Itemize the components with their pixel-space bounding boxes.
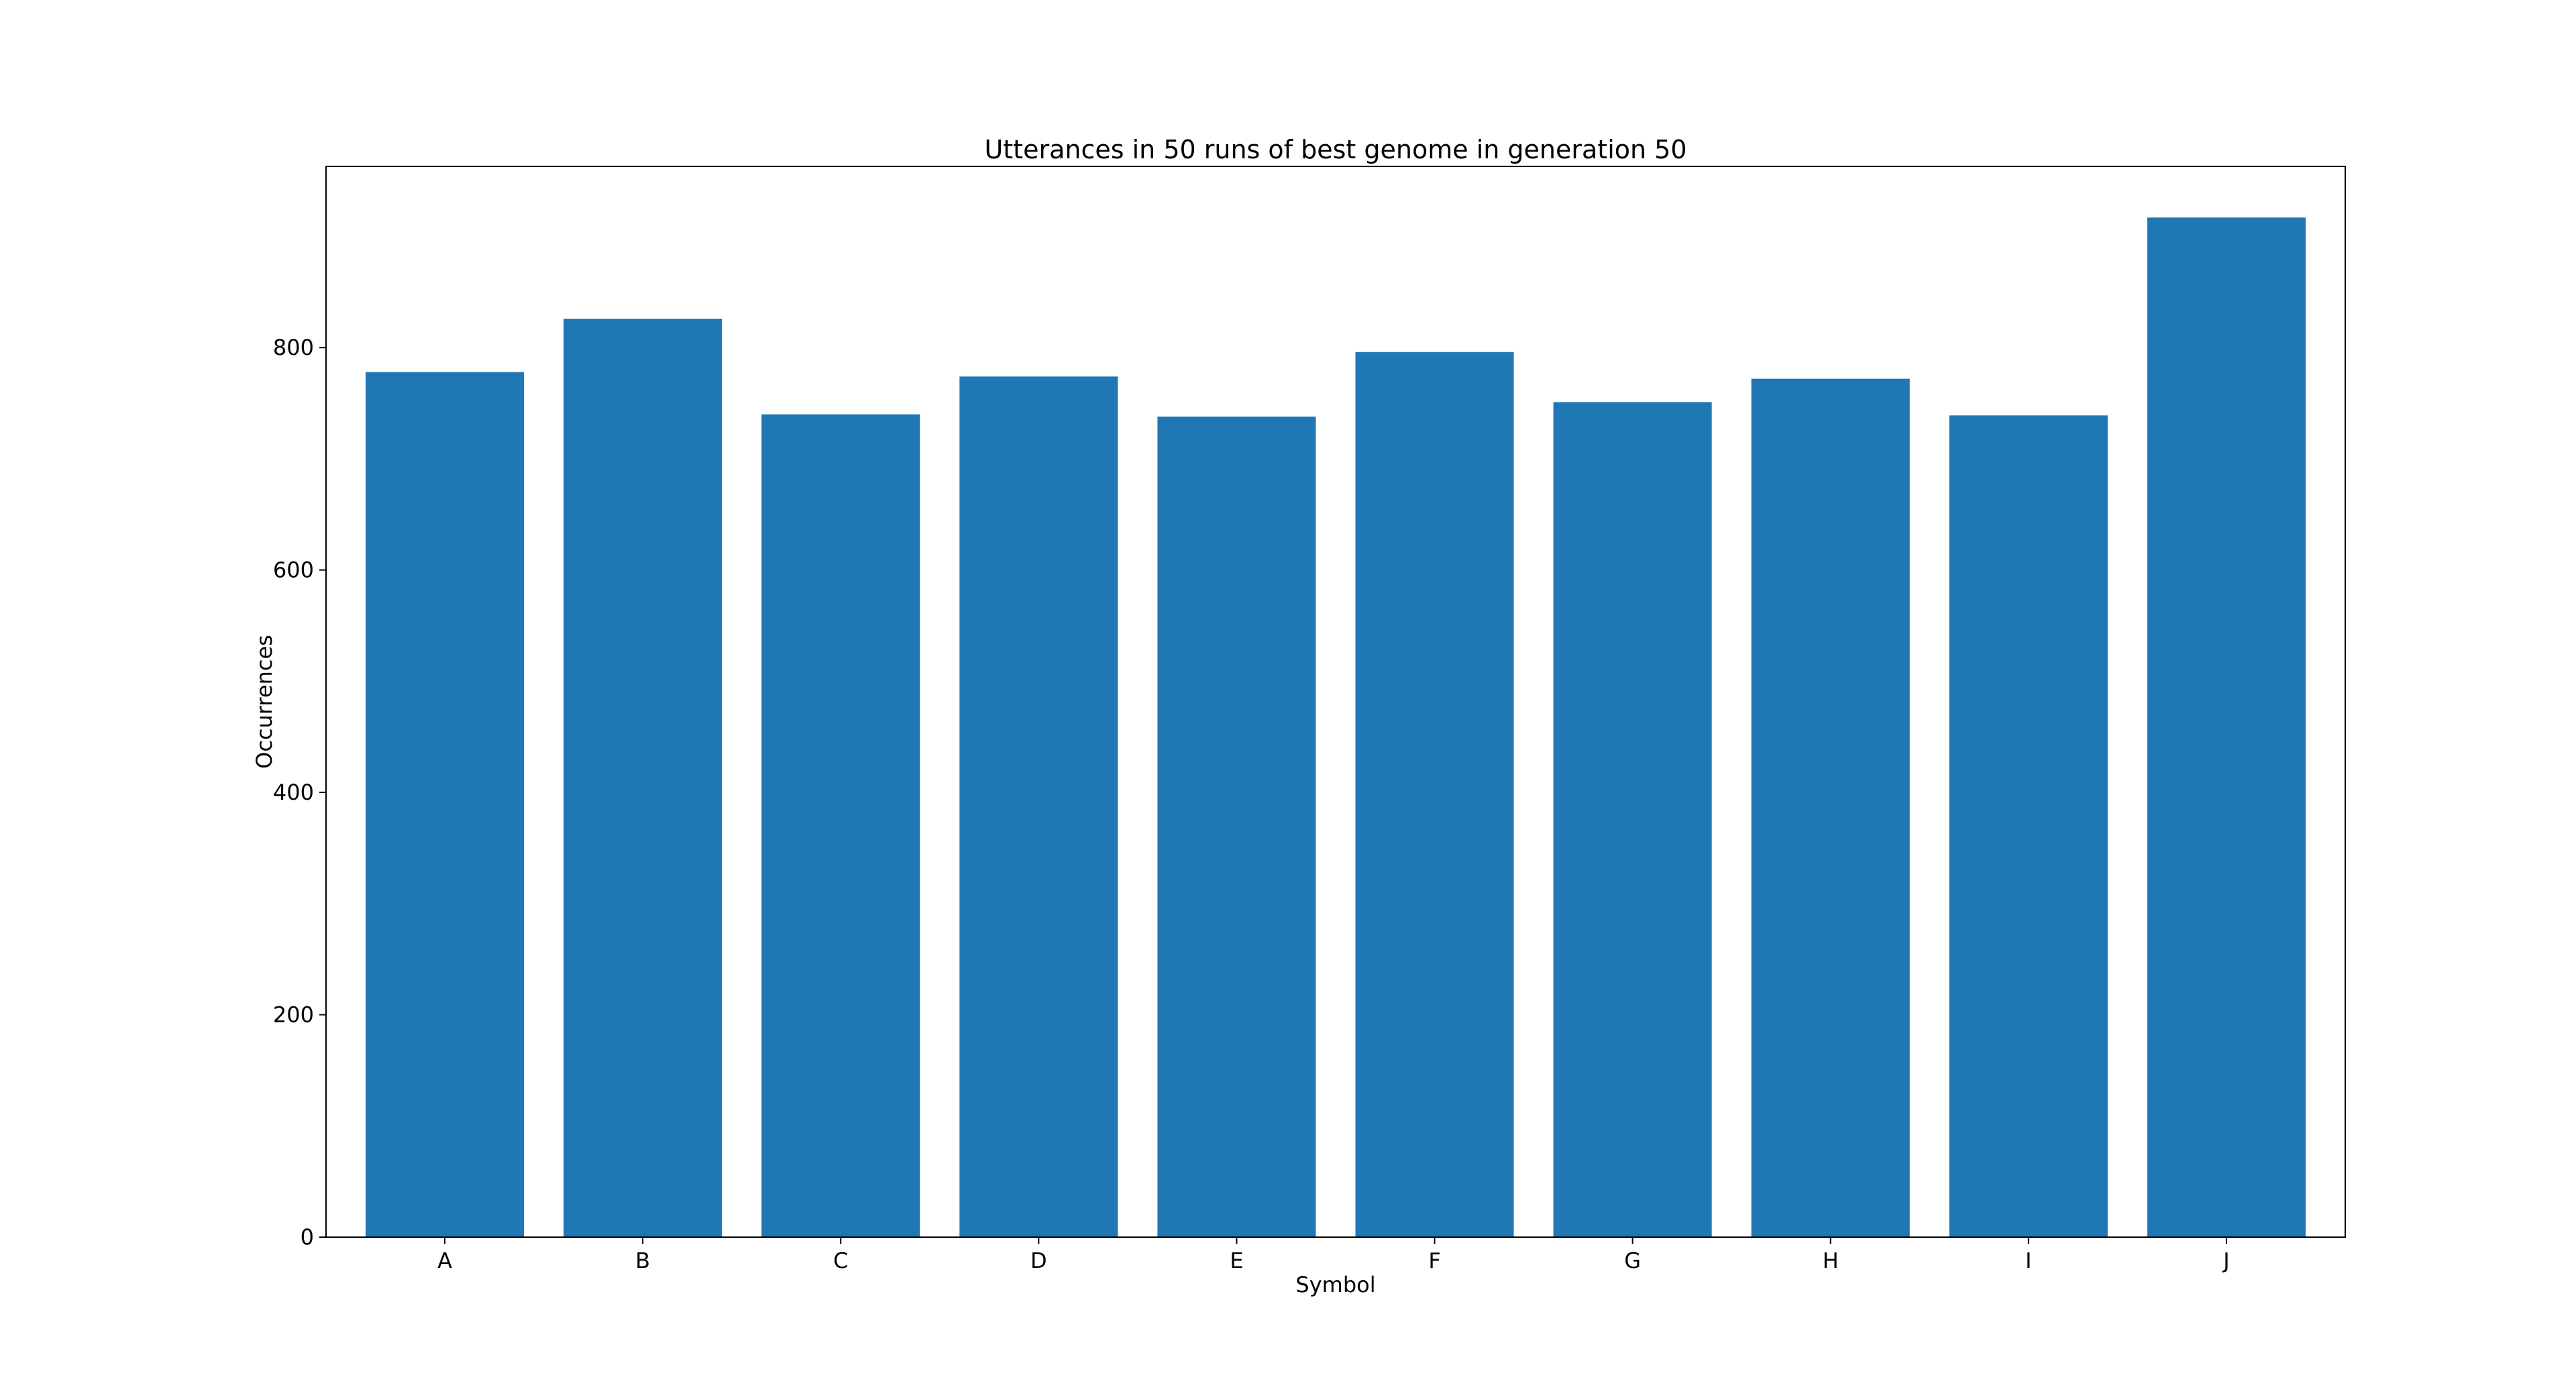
chart-title: Utterances in 50 runs of best genome in …	[984, 135, 1686, 164]
y-axis-label: Occurrences	[252, 635, 277, 769]
y-tick-label: 0	[301, 1224, 314, 1250]
bar-C	[761, 414, 920, 1238]
x-tick-label: J	[2222, 1248, 2229, 1273]
x-tick-label: B	[635, 1248, 650, 1273]
y-tick-label: 400	[273, 780, 314, 805]
x-tick-label: A	[437, 1248, 452, 1273]
bar-A	[366, 372, 525, 1237]
bar-D	[959, 376, 1118, 1237]
bar-G	[1553, 402, 1712, 1237]
bar-F	[1355, 352, 1514, 1237]
bar-H	[1751, 378, 1910, 1237]
x-tick-label: I	[2025, 1248, 2031, 1273]
bars-group	[366, 217, 2306, 1238]
y-tick-label: 200	[273, 1002, 314, 1028]
bar-B	[564, 319, 722, 1237]
y-axis: 0 200 400 600 800	[273, 335, 326, 1250]
x-tick-label: G	[1624, 1248, 1641, 1273]
x-tick-label: H	[1823, 1248, 1839, 1273]
x-tick-label: C	[833, 1248, 848, 1273]
x-tick-label: D	[1030, 1248, 1047, 1273]
x-tick-label: E	[1230, 1248, 1243, 1273]
x-axis: A B C D E F G H I J	[437, 1237, 2230, 1273]
bar-J	[2147, 217, 2306, 1237]
x-tick-label: F	[1428, 1248, 1440, 1273]
y-tick-label: 800	[273, 335, 314, 360]
bar-E	[1157, 416, 1316, 1237]
x-axis-label: Symbol	[1295, 1272, 1375, 1298]
plot-frame	[325, 166, 2346, 1238]
bar-I	[1949, 415, 2108, 1237]
y-tick-label: 600	[273, 558, 314, 583]
